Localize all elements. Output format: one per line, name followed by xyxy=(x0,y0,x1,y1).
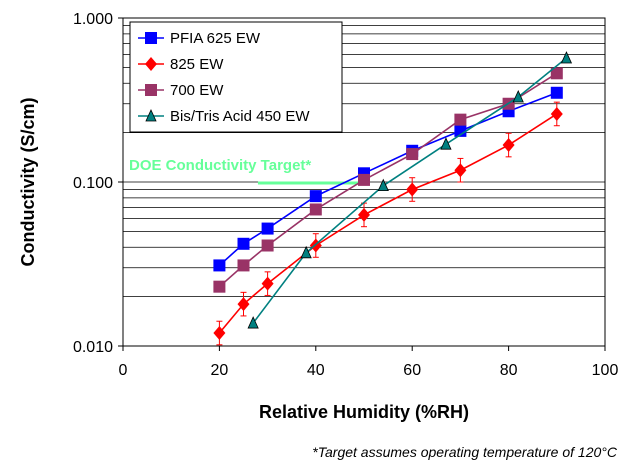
data-point xyxy=(454,163,467,178)
data-point xyxy=(237,237,250,250)
data-point xyxy=(502,138,515,153)
data-point xyxy=(377,178,389,192)
legend-marker xyxy=(145,109,157,122)
data-point xyxy=(237,297,250,312)
data-point xyxy=(406,148,419,161)
doe-target-label: DOE Conductivity Target* xyxy=(129,157,311,174)
data-point xyxy=(440,137,452,150)
data-point xyxy=(560,51,573,64)
series-1 xyxy=(213,86,563,272)
data-point xyxy=(247,316,259,329)
data-point xyxy=(261,276,274,291)
x-tick-label: 0 xyxy=(119,362,128,379)
x-tick-label: 40 xyxy=(307,362,325,379)
data-point xyxy=(261,239,274,252)
data-point xyxy=(300,245,312,259)
data-point xyxy=(512,89,524,103)
legend-label: PFIA 625 EW xyxy=(170,30,261,47)
x-tick-label: 20 xyxy=(211,362,229,379)
series-2 xyxy=(213,101,563,346)
data-point xyxy=(213,259,226,272)
data-point xyxy=(309,203,322,216)
y-tick-label: 0.100 xyxy=(73,175,113,192)
data-point xyxy=(550,106,563,121)
data-point xyxy=(358,173,370,186)
data-point xyxy=(550,67,563,80)
x-tick-label: 80 xyxy=(500,362,518,379)
legend-marker xyxy=(145,57,157,71)
legend-label: 700 EW xyxy=(170,82,224,99)
data-point xyxy=(454,124,467,137)
doe-target: DOE Conductivity Target* xyxy=(129,157,364,185)
y-tick-label: 0.010 xyxy=(73,339,113,356)
series-line xyxy=(252,57,567,324)
y-axis-title: Conductivity (S/cm) xyxy=(18,97,38,266)
data-point xyxy=(406,182,419,197)
data-point xyxy=(237,259,250,272)
x-tick-label: 60 xyxy=(403,362,421,379)
data-point xyxy=(213,280,226,293)
y-tick-label: 1.000 xyxy=(73,11,113,28)
data-point xyxy=(502,105,515,118)
legend-box xyxy=(129,21,343,133)
x-tick-label: 100 xyxy=(592,362,619,379)
data-point xyxy=(358,207,370,222)
legend-marker xyxy=(145,84,157,96)
legend-label: 825 EW xyxy=(170,56,224,73)
data-point xyxy=(454,113,467,126)
x-axis-title: Relative Humidity (%RH) xyxy=(259,402,469,422)
legend: PFIA 625 EW 825 EW 700 EW Bis/Tris Acid 450… xyxy=(129,21,343,133)
data-point xyxy=(550,86,563,99)
data-point xyxy=(213,326,226,341)
data-point xyxy=(261,222,274,235)
legend-label: Bis/Tris Acid 450 EW xyxy=(170,108,310,125)
series-4 xyxy=(247,51,573,329)
axes: 0 20 40 60 80 100 0.010 0.100 1.000 xyxy=(73,11,618,379)
series-layer xyxy=(213,51,573,346)
footnote: *Target assumes operating temperature of… xyxy=(312,444,618,460)
data-point xyxy=(309,190,322,203)
legend-marker xyxy=(145,32,157,44)
